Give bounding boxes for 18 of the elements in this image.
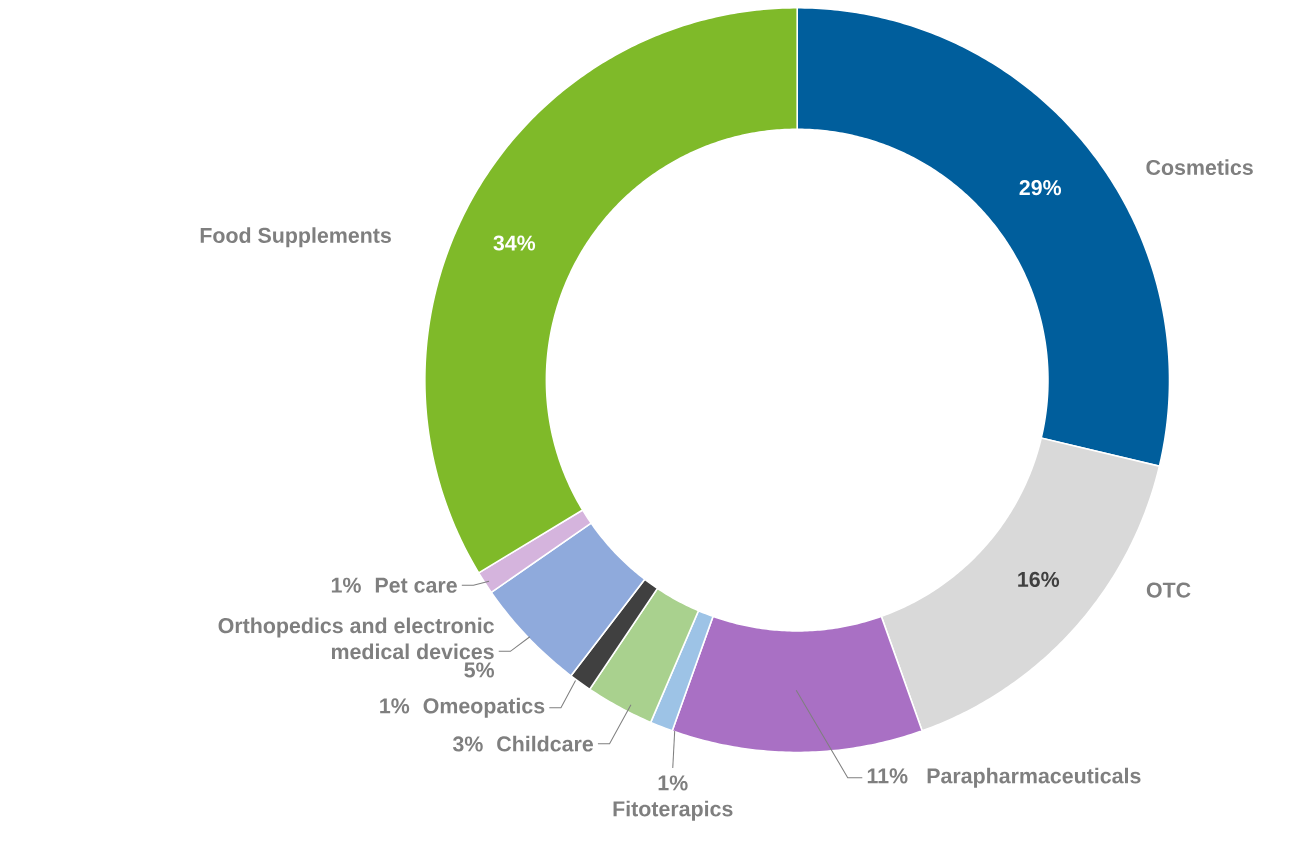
slice-label: Food Supplements bbox=[200, 227, 391, 247]
data-label: 1% bbox=[331, 577, 361, 593]
slice-label: Fitoterapics bbox=[613, 800, 733, 821]
slice-label: OTC bbox=[1146, 582, 1191, 598]
data-label: 1% bbox=[380, 698, 410, 714]
data-label: 29% bbox=[1019, 179, 1062, 195]
data-label: 34% bbox=[493, 235, 536, 251]
data-label: 1% bbox=[658, 775, 688, 791]
data-label: 3% bbox=[452, 736, 483, 752]
slice-label: Pet care bbox=[375, 577, 457, 593]
data-label: 5% bbox=[464, 662, 495, 678]
data-label: 11% bbox=[867, 768, 908, 784]
slice-label: Cosmetics bbox=[1146, 159, 1253, 175]
slice-label: Orthopedics and electronic medical devices bbox=[218, 617, 494, 659]
slice-label: Parapharmaceuticals bbox=[927, 767, 1141, 788]
slice-label: Childcare bbox=[497, 735, 594, 752]
data-label: 16% bbox=[1018, 571, 1060, 587]
slice-label: Omeopatics bbox=[423, 697, 545, 718]
